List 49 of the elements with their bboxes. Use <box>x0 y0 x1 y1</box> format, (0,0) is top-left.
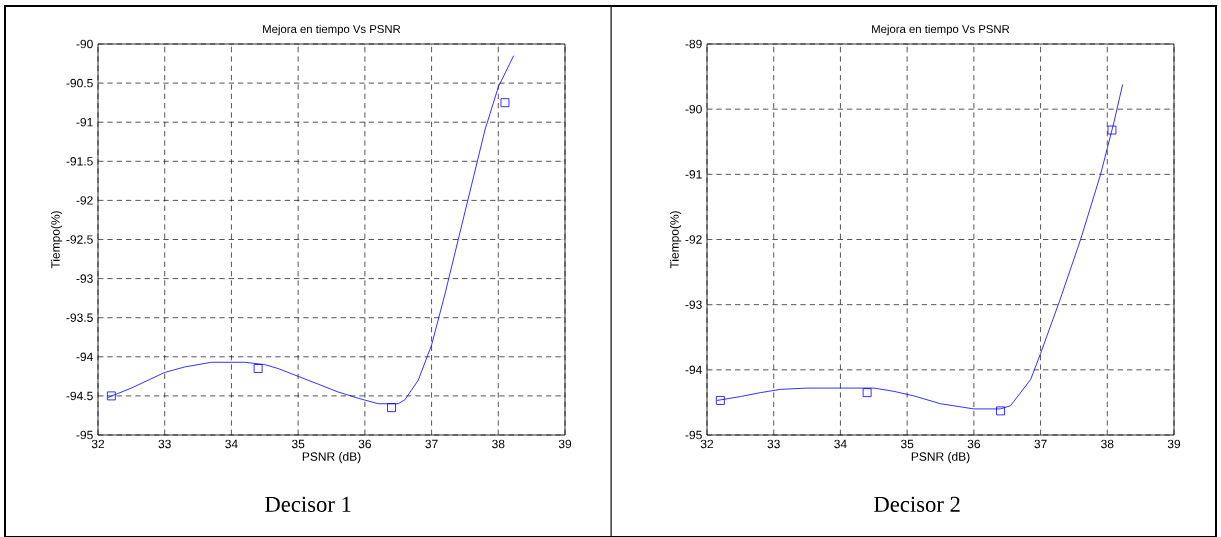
text: Decisor 2 <box>874 496 960 512</box>
x-tick-label: 35 <box>291 439 305 449</box>
y-tick-label: -90 <box>76 39 93 49</box>
chart-title: Mejora en tiempo Vs PSNR <box>872 24 1010 36</box>
y-tick-label: -95 <box>76 430 93 440</box>
y-tick-label: -93.5 <box>66 313 93 322</box>
y-tick-label: -92.5 <box>66 235 93 244</box>
x-tick-label: 38 <box>492 439 505 449</box>
point <box>862 388 872 398</box>
point <box>253 364 263 373</box>
x-axis-title: PSNR (dB) <box>911 452 970 464</box>
x-tick-label: 36 <box>967 439 981 449</box>
y-tick-label: -94 <box>685 365 702 375</box>
point <box>1107 125 1117 135</box>
x-tick-label: 33 <box>158 439 171 449</box>
y-tick-label: -91 <box>685 170 702 179</box>
point <box>387 403 396 413</box>
y-tick-label: -92 <box>76 196 93 205</box>
y-tick-label: -94.5 <box>66 391 93 401</box>
y-tick-label: -95 <box>685 430 702 440</box>
x-tick-label: 35 <box>900 439 914 449</box>
x-tick-label: 34 <box>225 439 238 449</box>
x-tick-label: 39 <box>1167 439 1181 449</box>
x-tick-label: 36 <box>358 439 372 449</box>
x-tick-label: 32 <box>91 439 105 449</box>
y-tick-label: -89 <box>685 39 702 49</box>
x-tick-label: 34 <box>834 439 847 449</box>
x-tick-label: 39 <box>558 439 572 449</box>
y-tick-label: -93 <box>685 300 702 309</box>
x-tick-label: 38 <box>1101 439 1114 449</box>
y-tick-label: -90 <box>685 104 702 114</box>
x-tick-label: 32 <box>700 439 714 449</box>
text: Decisor 1 <box>265 496 351 512</box>
x-axis-title: PSNR (dB) <box>302 452 361 464</box>
point <box>500 98 510 108</box>
y-tick-label: -91 <box>76 117 93 127</box>
y-tick-label: -92 <box>685 235 702 244</box>
x-tick-label: 33 <box>767 439 780 449</box>
x-tick-label: 37 <box>425 439 438 449</box>
y-axis-title: Tiempo(%) <box>669 211 682 269</box>
chart-title: Mejora en tiempo Vs PSNR <box>263 24 401 36</box>
y-tick-label: -91.5 <box>66 157 93 166</box>
y-tick-label: -90.5 <box>66 78 93 88</box>
y-axis-title: Tiempo(%) <box>50 211 63 269</box>
x-tick-label: 37 <box>1034 439 1047 449</box>
point <box>996 406 1005 416</box>
y-tick-label: -94 <box>76 352 93 362</box>
point <box>715 396 725 405</box>
y-tick-label: -93 <box>76 274 93 283</box>
